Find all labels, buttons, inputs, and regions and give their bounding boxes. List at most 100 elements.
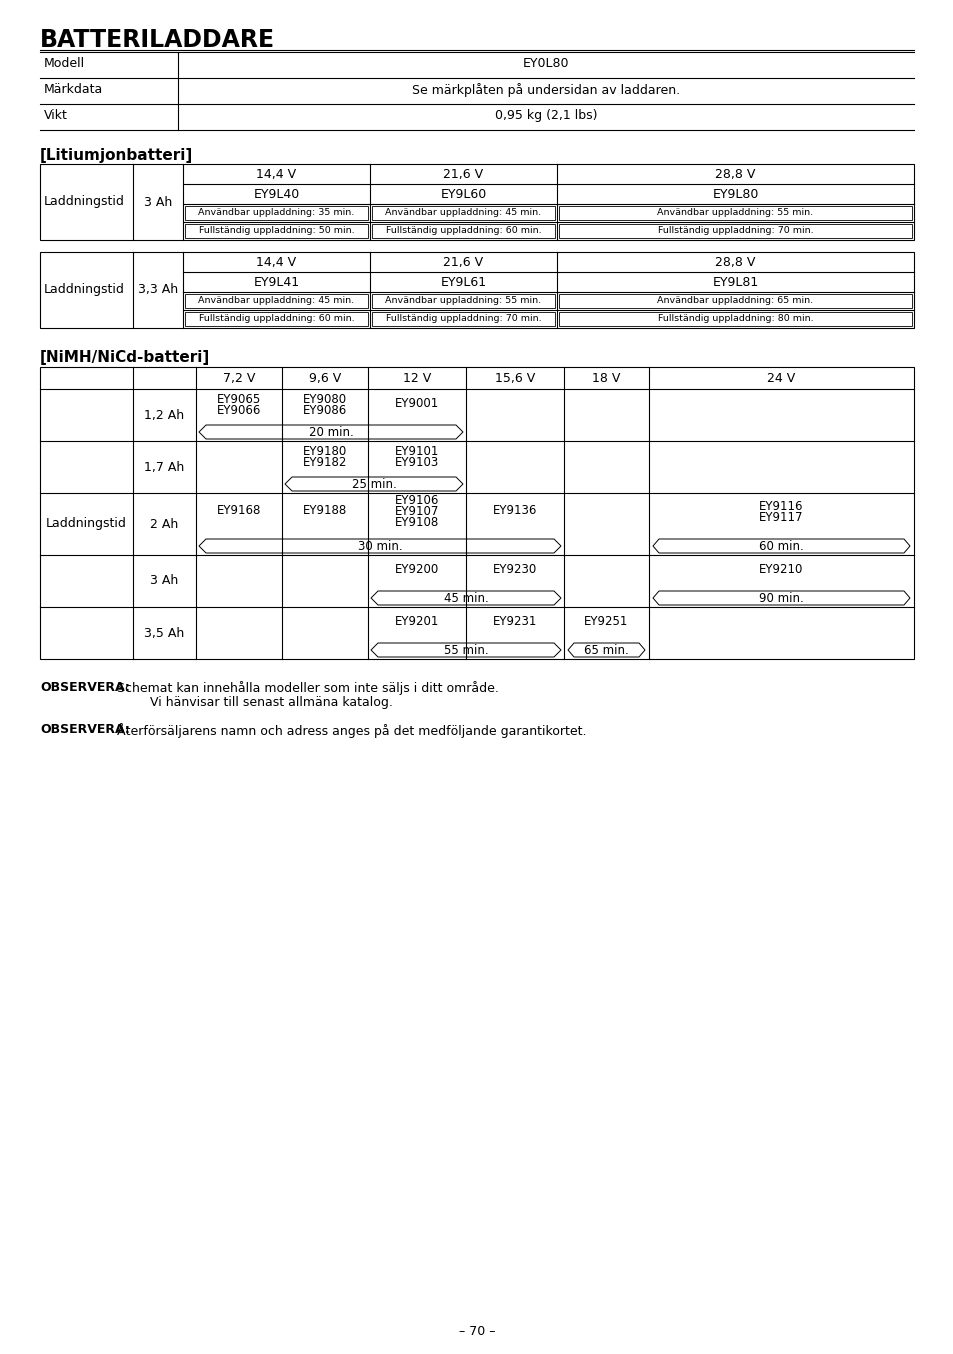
Text: 25 min.: 25 min. bbox=[352, 478, 395, 490]
Text: EY9108: EY9108 bbox=[395, 516, 438, 529]
Text: Fullständig uppladdning: 80 min.: Fullständig uppladdning: 80 min. bbox=[657, 314, 813, 324]
Polygon shape bbox=[199, 539, 560, 552]
Text: EY9L41: EY9L41 bbox=[253, 276, 299, 288]
Text: EY9182: EY9182 bbox=[302, 455, 347, 468]
Text: EY9106: EY9106 bbox=[395, 494, 438, 508]
Text: 3,5 Ah: 3,5 Ah bbox=[144, 627, 185, 639]
Polygon shape bbox=[652, 539, 909, 552]
Text: 2 Ah: 2 Ah bbox=[151, 517, 178, 531]
Text: EY9086: EY9086 bbox=[302, 403, 347, 417]
Text: EY9L80: EY9L80 bbox=[712, 188, 758, 200]
Bar bbox=[558, 294, 911, 307]
Polygon shape bbox=[567, 643, 644, 657]
Text: – 70 –: – 70 – bbox=[458, 1326, 495, 1338]
Text: Återförsäljarens namn och adress anges på det medföljande garantikortet.: Återförsäljarens namn och adress anges p… bbox=[112, 723, 586, 738]
Text: EY9107: EY9107 bbox=[395, 505, 438, 519]
Text: Fullständig uppladdning: 60 min.: Fullständig uppladdning: 60 min. bbox=[198, 314, 354, 324]
Text: Användbar uppladdning: 45 min.: Användbar uppladdning: 45 min. bbox=[198, 297, 355, 305]
Text: Användbar uppladdning: 65 min.: Användbar uppladdning: 65 min. bbox=[657, 297, 813, 305]
Text: EY9201: EY9201 bbox=[395, 615, 438, 628]
Text: Användbar uppladdning: 55 min.: Användbar uppladdning: 55 min. bbox=[657, 209, 813, 217]
Text: EY9230: EY9230 bbox=[493, 563, 537, 575]
Polygon shape bbox=[199, 425, 462, 439]
Text: Vi hänvisar till senast allmäna katalog.: Vi hänvisar till senast allmäna katalog. bbox=[150, 696, 393, 709]
Text: EY9136: EY9136 bbox=[493, 504, 537, 517]
Text: 0,95 kg (2,1 lbs): 0,95 kg (2,1 lbs) bbox=[495, 110, 597, 122]
Bar bbox=[558, 223, 911, 238]
Text: EY9080: EY9080 bbox=[303, 393, 347, 406]
Polygon shape bbox=[285, 477, 462, 492]
Text: 1,2 Ah: 1,2 Ah bbox=[144, 409, 184, 421]
Bar bbox=[372, 311, 555, 326]
Text: 65 min.: 65 min. bbox=[583, 643, 628, 657]
Text: 12 V: 12 V bbox=[402, 372, 431, 385]
Text: EY9116: EY9116 bbox=[759, 500, 803, 513]
Bar bbox=[372, 294, 555, 307]
Text: Användbar uppladdning: 35 min.: Användbar uppladdning: 35 min. bbox=[198, 209, 355, 217]
Text: OBSERVERA:: OBSERVERA: bbox=[40, 723, 130, 737]
Text: EY9101: EY9101 bbox=[395, 444, 438, 458]
Text: OBSERVERA:: OBSERVERA: bbox=[40, 681, 130, 695]
Text: EY9001: EY9001 bbox=[395, 397, 438, 410]
Text: BATTERILADDARE: BATTERILADDARE bbox=[40, 28, 274, 51]
Text: 24 V: 24 V bbox=[766, 372, 795, 385]
Text: EY9188: EY9188 bbox=[302, 504, 347, 517]
Text: EY0L80: EY0L80 bbox=[522, 57, 569, 70]
Text: Laddningstid: Laddningstid bbox=[46, 517, 127, 531]
Text: EY9L40: EY9L40 bbox=[253, 188, 299, 200]
Text: [NiMH/NiCd-batteri]: [NiMH/NiCd-batteri] bbox=[40, 349, 210, 366]
Polygon shape bbox=[371, 590, 560, 605]
Text: Vikt: Vikt bbox=[44, 110, 68, 122]
Bar bbox=[185, 311, 368, 326]
Text: EY9L61: EY9L61 bbox=[440, 276, 486, 288]
Text: 55 min.: 55 min. bbox=[443, 643, 488, 657]
Bar bbox=[185, 206, 368, 219]
Text: EY9251: EY9251 bbox=[583, 615, 628, 628]
Text: 18 V: 18 V bbox=[592, 372, 620, 385]
Text: Laddningstid: Laddningstid bbox=[44, 283, 125, 297]
Text: EY9210: EY9210 bbox=[759, 563, 802, 575]
Bar bbox=[372, 206, 555, 219]
Bar bbox=[40, 367, 913, 659]
Text: 14,4 V: 14,4 V bbox=[256, 256, 296, 269]
Text: EY9200: EY9200 bbox=[395, 563, 438, 575]
Text: 28,8 V: 28,8 V bbox=[715, 256, 755, 269]
Text: EY9231: EY9231 bbox=[493, 615, 537, 628]
Text: 3,3 Ah: 3,3 Ah bbox=[138, 283, 178, 297]
Text: 30 min.: 30 min. bbox=[357, 539, 402, 552]
Text: 45 min.: 45 min. bbox=[443, 592, 488, 604]
Text: 7,2 V: 7,2 V bbox=[223, 372, 254, 385]
Text: Fullständig uppladdning: 60 min.: Fullständig uppladdning: 60 min. bbox=[385, 226, 540, 236]
Text: 28,8 V: 28,8 V bbox=[715, 168, 755, 181]
Text: Se märkplåten på undersidan av laddaren.: Se märkplåten på undersidan av laddaren. bbox=[412, 83, 679, 97]
Text: EY9117: EY9117 bbox=[759, 510, 803, 524]
Text: EY9065: EY9065 bbox=[216, 393, 261, 406]
Polygon shape bbox=[371, 643, 560, 657]
Text: Fullständig uppladdning: 70 min.: Fullständig uppladdning: 70 min. bbox=[657, 226, 813, 236]
Text: 21,6 V: 21,6 V bbox=[443, 168, 483, 181]
Text: Fullständig uppladdning: 70 min.: Fullständig uppladdning: 70 min. bbox=[385, 314, 540, 324]
Text: 9,6 V: 9,6 V bbox=[309, 372, 341, 385]
Text: Fullständig uppladdning: 50 min.: Fullständig uppladdning: 50 min. bbox=[198, 226, 354, 236]
Text: Schemat kan innehålla modeller som inte säljs i ditt område.: Schemat kan innehålla modeller som inte … bbox=[112, 681, 498, 695]
Text: 20 min.: 20 min. bbox=[309, 425, 353, 439]
Text: Laddningstid: Laddningstid bbox=[44, 195, 125, 209]
Text: [Litiumjonbatteri]: [Litiumjonbatteri] bbox=[40, 148, 193, 162]
Bar bbox=[185, 223, 368, 238]
Text: 90 min.: 90 min. bbox=[759, 592, 803, 604]
Bar bbox=[40, 164, 913, 240]
Text: EY9L81: EY9L81 bbox=[712, 276, 758, 288]
Bar bbox=[185, 294, 368, 307]
Text: 3 Ah: 3 Ah bbox=[151, 574, 178, 588]
Text: Modell: Modell bbox=[44, 57, 85, 70]
Bar bbox=[40, 252, 913, 328]
Text: EY9103: EY9103 bbox=[395, 455, 438, 468]
Text: EY9066: EY9066 bbox=[216, 403, 261, 417]
Text: EY9168: EY9168 bbox=[216, 504, 261, 517]
Text: 14,4 V: 14,4 V bbox=[256, 168, 296, 181]
Text: 21,6 V: 21,6 V bbox=[443, 256, 483, 269]
Polygon shape bbox=[652, 590, 909, 605]
Text: 60 min.: 60 min. bbox=[759, 539, 803, 552]
Bar bbox=[558, 206, 911, 219]
Bar bbox=[372, 223, 555, 238]
